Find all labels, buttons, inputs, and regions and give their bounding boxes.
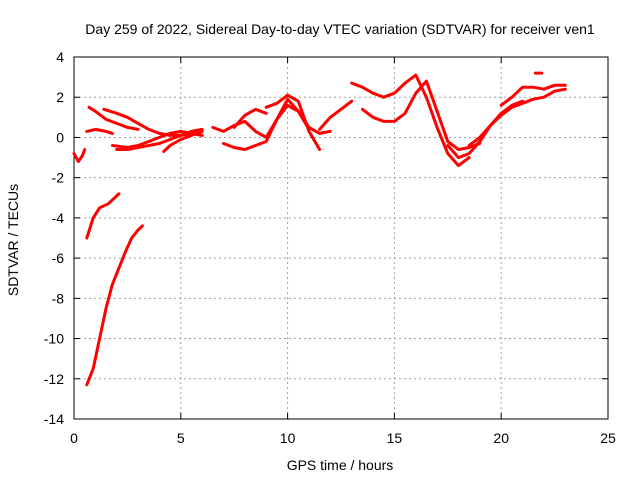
series-line-arc-8 (115, 127, 204, 151)
y-tick-label: -10 (44, 331, 64, 347)
series-line-arc-9 (162, 129, 204, 153)
series-line-arc-3 (85, 224, 144, 387)
x-tick-label: 25 (600, 430, 616, 446)
x-tick-label: 15 (387, 430, 403, 446)
x-tick-label: 0 (70, 430, 78, 446)
y-axis-label: SDTVAR / TECUs (5, 184, 21, 296)
series-line-arc-19 (499, 83, 567, 107)
series-line-arc-18 (467, 87, 567, 147)
y-tick-label: -4 (52, 210, 65, 226)
series-group (72, 71, 567, 387)
series-line-arc-14 (318, 99, 354, 131)
y-tick-label: 0 (56, 129, 64, 145)
series-line-arc-1 (72, 148, 87, 164)
y-tick-label: -12 (44, 371, 64, 387)
series-line-arc-2 (85, 192, 121, 240)
series-line-arc-12 (232, 107, 268, 129)
series-line-arc-15 (350, 73, 471, 168)
series-line-arc-13 (264, 93, 322, 151)
y-tick-label: 2 (56, 89, 64, 105)
y-tick-label: -14 (44, 411, 64, 427)
series-line-arc-16 (360, 79, 482, 151)
x-tick-label: 20 (493, 430, 509, 446)
x-axis-label: GPS time / hours (287, 457, 394, 473)
y-tick-label: -6 (52, 250, 65, 266)
x-tick-label: 5 (177, 430, 185, 446)
chart-title: Day 259 of 2022, Sidereal Day-to-day VTE… (85, 21, 595, 37)
y-tick-label: 4 (56, 49, 64, 65)
series-line-arc-4 (87, 105, 140, 131)
y-axis-ticks: -14 -12 -10 -8 -6 -4 -2 0 2 4 (44, 49, 608, 427)
series-line-arc-11 (222, 103, 311, 151)
y-tick-label: -2 (52, 170, 65, 186)
gridlines (74, 57, 608, 419)
x-tick-label: 10 (280, 430, 296, 446)
x-axis-ticks: 0 5 10 15 20 25 (70, 57, 616, 446)
y-tick-label: -8 (52, 290, 65, 306)
series-line-arc-5 (85, 127, 114, 135)
plot-frame (73, 56, 609, 420)
